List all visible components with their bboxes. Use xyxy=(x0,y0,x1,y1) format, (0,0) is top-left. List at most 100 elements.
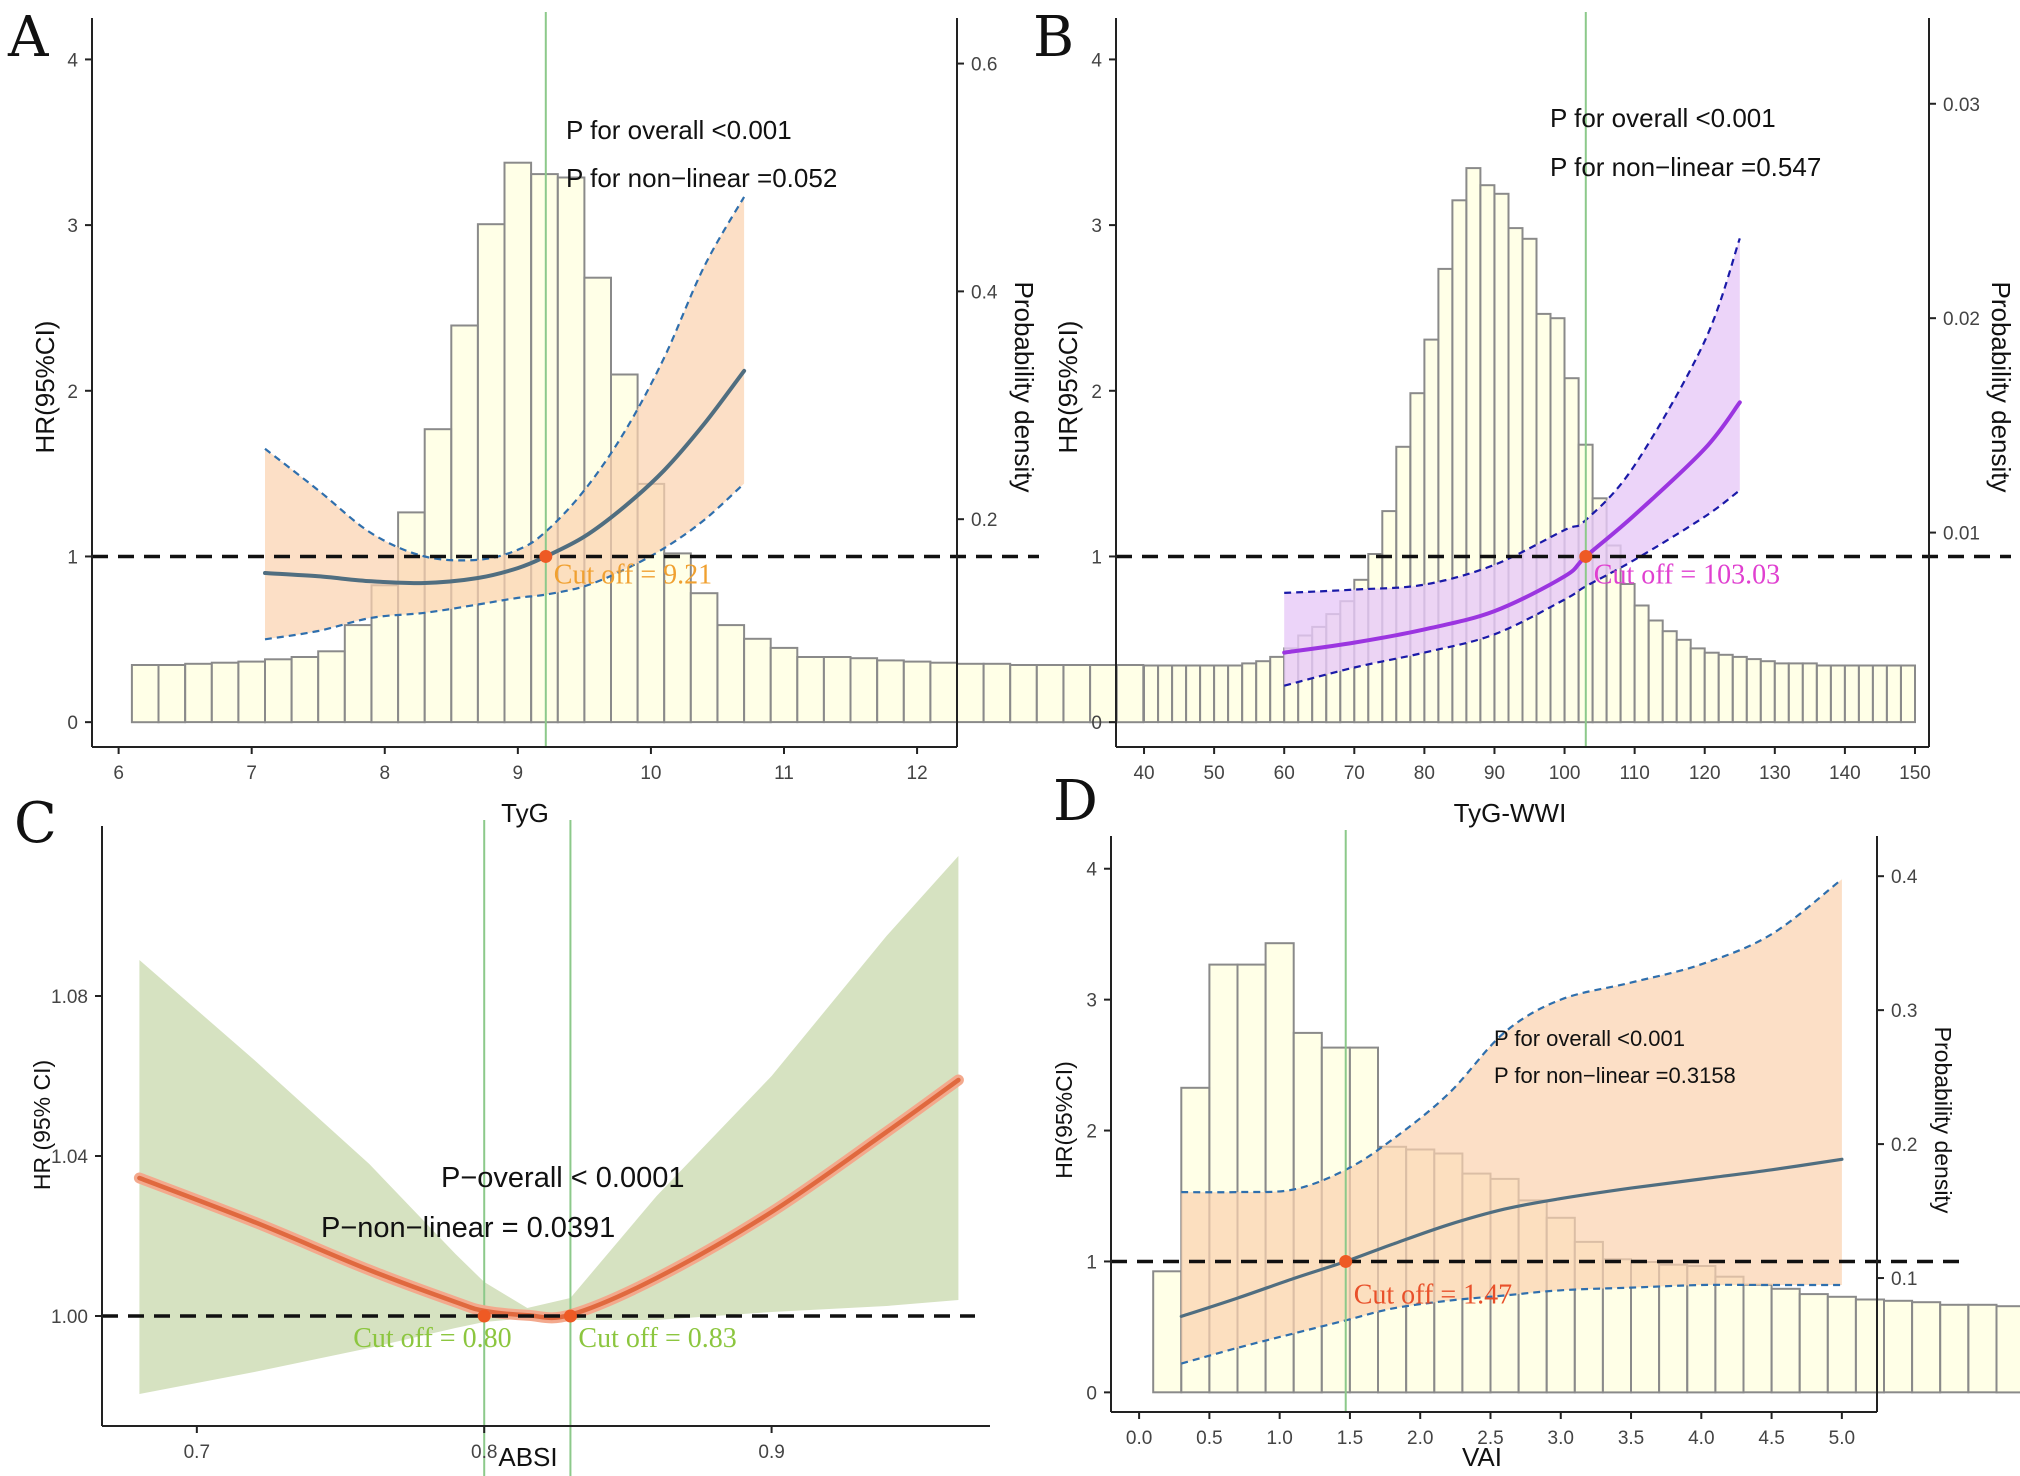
histogram-bar xyxy=(1871,664,1888,724)
y2-tick-label: 0.2 xyxy=(971,510,997,531)
x-tick-label: 140 xyxy=(1829,763,1861,784)
panel-a-hr-curve xyxy=(263,368,747,586)
panel-d-lower-ci-line xyxy=(1180,1283,1842,1365)
histogram-bar xyxy=(1437,267,1454,724)
histogram-bar xyxy=(1062,664,1092,724)
histogram-bar xyxy=(184,662,213,724)
panel-d: D 0.0 0.5 1.0 1.5 2.0 2.5 3.0 3.5 4.0 4.5 5.0 0 1 2 3… xyxy=(1051,769,2020,1472)
x-tick-label: 8 xyxy=(379,763,390,784)
histogram-bar xyxy=(1227,664,1244,724)
histogram-bar xyxy=(530,173,559,724)
histogram-bar xyxy=(556,176,586,724)
histogram-bar xyxy=(1689,647,1706,724)
panel-d-upper-ci-line xyxy=(1181,878,1843,1194)
histogram-bar xyxy=(1773,662,1790,724)
y2-tick-label: 0.1 xyxy=(1891,1269,1917,1290)
panel-b-p-overall: P for overall <0.001 xyxy=(1550,103,1776,133)
histogram-bar xyxy=(1717,653,1734,724)
histogram-bar xyxy=(1675,638,1692,724)
y2-tick-label: 0.02 xyxy=(1943,309,1980,330)
histogram-bar xyxy=(264,658,293,724)
histogram-bar xyxy=(1829,664,1846,724)
histogram-bar xyxy=(237,660,266,724)
x-tick-label: 0.5 xyxy=(1196,1428,1222,1449)
panel-d-p-overall: P for overall <0.001 xyxy=(1494,1026,1685,1051)
histogram-bar xyxy=(1549,317,1566,724)
x-tick-label: 80 xyxy=(1414,763,1435,784)
x-tick-label: 100 xyxy=(1549,763,1581,784)
x-tick-label: 5.0 xyxy=(1829,1428,1855,1449)
y2-tick-label: 0.01 xyxy=(1943,524,1980,545)
histogram-bar xyxy=(1742,1283,1773,1394)
y2-tick-label: 0.6 xyxy=(971,55,997,76)
y-tick-label: 2 xyxy=(1086,1122,1097,1143)
histogram-bar xyxy=(663,552,692,724)
x-tick-label: 11 xyxy=(774,763,794,784)
panel-a-lower-ci-line xyxy=(264,482,745,641)
histogram-bar xyxy=(1745,658,1762,724)
histogram-bar xyxy=(1185,664,1202,724)
histogram-bar xyxy=(1900,664,1916,724)
panel-c-p-nonlinear: P−non−linear = 0.0391 xyxy=(321,1212,615,1244)
panel-b-y-ticks: 0 1 2 3 4 xyxy=(1091,50,1116,734)
panel-c-cutoff-label-1: Cut off = 0.80 xyxy=(353,1323,511,1354)
x-tick-label: 130 xyxy=(1759,763,1791,784)
histogram-bar xyxy=(1507,227,1524,724)
panel-b-hr-curve xyxy=(1282,400,1742,655)
histogram-bar xyxy=(1619,583,1636,724)
x-tick-label: 150 xyxy=(1899,763,1931,784)
x-tick-label: 2.0 xyxy=(1407,1428,1433,1449)
histogram-bar xyxy=(1213,664,1230,724)
histogram-bar xyxy=(1479,184,1496,724)
y-tick-label: 0 xyxy=(1086,1383,1097,1404)
histogram-bar xyxy=(210,661,240,724)
histogram-bar xyxy=(1152,1270,1183,1394)
panel-c-y-title: HR (95% CI) xyxy=(29,1060,55,1190)
panel-a-y-title: HR(95%CI) xyxy=(30,321,60,454)
x-tick-label: 12 xyxy=(907,763,928,784)
histogram-bar xyxy=(956,662,985,724)
panel-d-x-ticks: 0.0 0.5 1.0 1.5 2.0 2.5 3.0 3.5 4.0 4.5 5.0 xyxy=(1126,1412,1855,1449)
histogram-bar xyxy=(1535,312,1552,724)
x-tick-label: 60 xyxy=(1274,763,1295,784)
histogram-bar xyxy=(1661,630,1678,724)
panel-a-p-nonlinear: P for non−linear =0.052 xyxy=(566,163,837,193)
panel-a-letter: A xyxy=(7,5,49,70)
x-tick-label: 3.0 xyxy=(1548,1428,1574,1449)
panel-a-cutoff-point xyxy=(539,549,553,563)
x-tick-label: 4.0 xyxy=(1688,1428,1714,1449)
panel-a-cutoff-label: Cut off = 9.21 xyxy=(554,559,712,590)
histogram-bar xyxy=(1883,1299,1914,1394)
histogram-bar xyxy=(1423,338,1440,724)
panel-b-y-title: HR(95%CI) xyxy=(1053,321,1083,454)
panel-c-cutoff-point-2 xyxy=(563,1309,577,1323)
histogram-bar xyxy=(157,664,187,724)
histogram-bar xyxy=(796,656,825,724)
histogram-bar xyxy=(130,664,160,724)
histogram-bar xyxy=(1703,651,1720,724)
y-tick-label: 0 xyxy=(67,713,78,734)
histogram-bar xyxy=(743,637,772,724)
panel-b-letter: B xyxy=(1033,5,1074,70)
panel-c-letter: C xyxy=(14,791,57,856)
panel-c-p-overall: P−overall < 0.0001 xyxy=(441,1162,684,1194)
y-tick-label: 3 xyxy=(1091,216,1102,237)
panel-d-hr-curve xyxy=(1179,1157,1844,1318)
histogram-bar xyxy=(1157,664,1174,724)
histogram-bar xyxy=(1395,445,1412,724)
panel-b-y2-title: Probability density xyxy=(1986,282,2016,493)
x-tick-label: 90 xyxy=(1484,763,1505,784)
panel-b-y2-ticks: 0.01 0.02 0.03 xyxy=(1929,95,1980,545)
x-tick-label: 6 xyxy=(113,763,124,784)
panel-c-cutoff-label-2: Cut off = 0.83 xyxy=(578,1323,736,1354)
panel-b-x-ticks: 40 50 60 70 80 90 100 110 120 130 140 150 xyxy=(1133,747,1931,784)
histogram-bar xyxy=(1089,664,1118,724)
panel-b-cutoff-point xyxy=(1579,549,1593,563)
panel-d-y-ticks: 0 1 2 3 4 xyxy=(1086,860,1111,1404)
histogram-bar xyxy=(716,624,746,724)
panel-b: B 40 50 60 70 80 90 100 110 120 130 140 150 0 1 2 3 4 0… xyxy=(1033,5,2016,828)
histogram-bar xyxy=(1171,664,1188,724)
x-tick-label: 7 xyxy=(246,763,257,784)
panel-c: C 0.7 0.8 0.9 1.00 1.04 1.08 ABSI HR (95% CI… xyxy=(14,791,990,1476)
